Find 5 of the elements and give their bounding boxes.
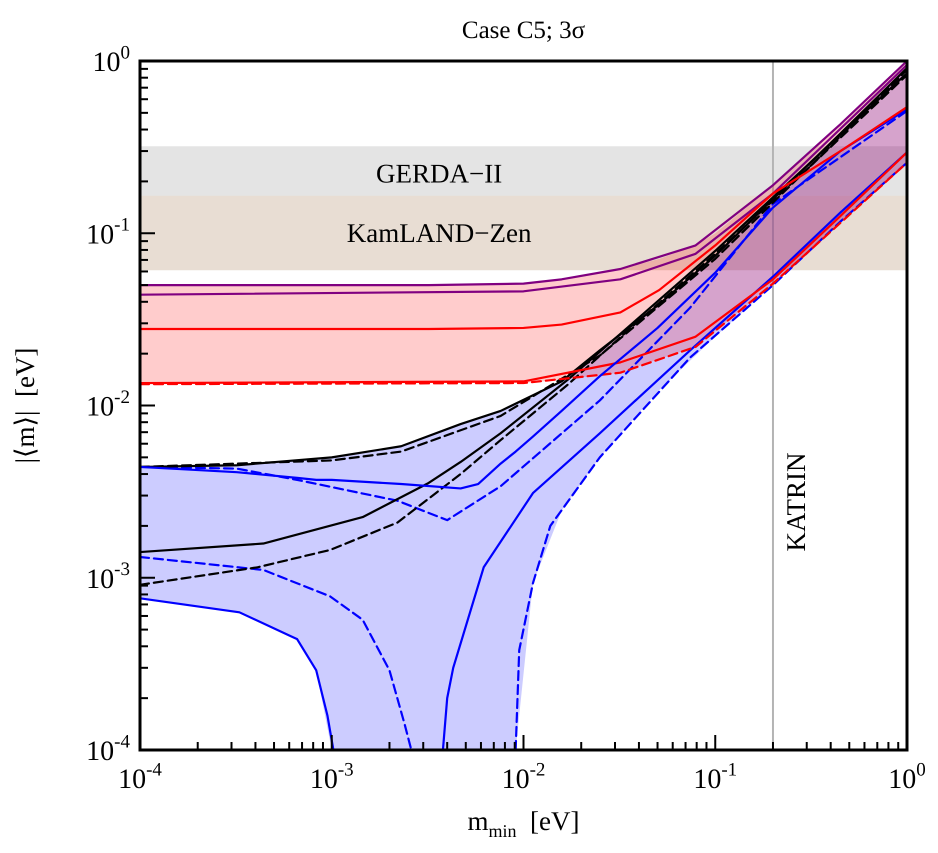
band-label: KamLAND−Zen [346, 218, 532, 248]
y-axis-title: |⟨m⟩| [eV] [10, 348, 40, 464]
chart-title: Case C5; 3σ [462, 17, 586, 44]
ref-line-label: KATRIN [780, 452, 811, 552]
band-label: GERDA−II [376, 158, 502, 189]
